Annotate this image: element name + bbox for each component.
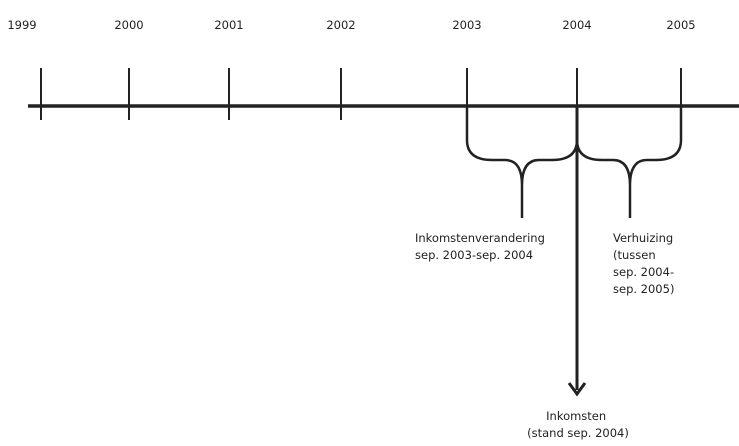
year-label: 2005: [666, 18, 695, 32]
annotation-income: Inkomsten (stand sep. 2004): [527, 409, 629, 440]
year-labels: 1999 2000 2001 2002 2003 2004 2005: [7, 18, 695, 32]
arrow-head: [567, 382, 587, 397]
year-label: 2001: [214, 18, 243, 32]
year-label: 2002: [326, 18, 355, 32]
year-ticks: [40, 68, 682, 120]
year-label: 2004: [562, 18, 591, 32]
annotation-move: Verhuizing (tussen sep. 2004- sep. 2005): [613, 231, 678, 296]
annotation-income-change: Inkomstenverandering sep. 2003-sep. 2004: [415, 231, 549, 262]
year-label: 2003: [452, 18, 481, 32]
brace-income-change: [465, 106, 579, 218]
year-label: 2000: [114, 18, 143, 32]
year-label: 1999: [7, 18, 36, 32]
brace-move: [575, 106, 683, 218]
